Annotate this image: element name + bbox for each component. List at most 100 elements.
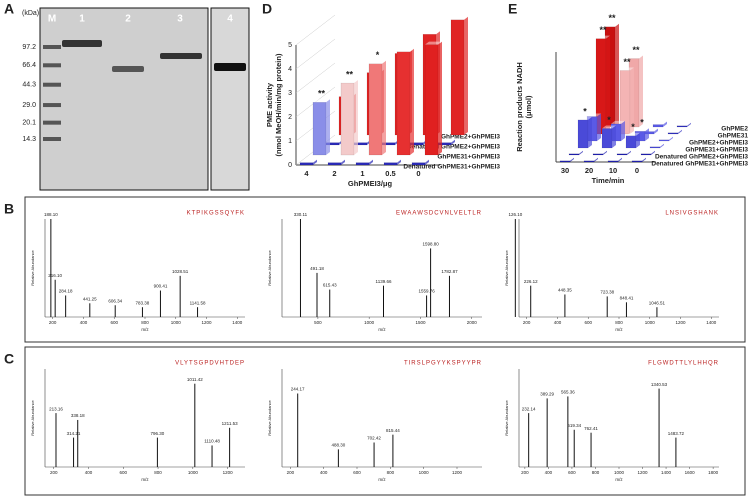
bar-front [327,162,342,166]
x-tick-label: 400 [554,320,562,325]
bar-side [451,139,455,145]
bar-side [660,143,664,148]
bar-top [587,113,601,117]
x-tick-label: 400 [320,470,328,475]
bar [396,48,414,156]
bar-top [356,159,373,163]
bar-front [450,19,465,136]
x-tick-label: 1500 [415,320,426,325]
peak-label: 1211.53 [222,421,238,426]
bar [652,121,667,128]
y-axis-label: (nmol MeOH/min/mg protein) [274,53,283,156]
bar-side [354,80,358,155]
peptide-sequence: TIRSLPGYYKSPYYPR [404,361,482,367]
bar [583,157,598,163]
bar-top [326,139,343,143]
peak-label: 1141.58 [190,300,206,305]
x-tick-label: 1600 [685,470,696,475]
bar-top [412,159,429,163]
peak-label: 565.36 [561,390,575,395]
bar [640,150,655,156]
x-tick-label: 200 [49,320,57,325]
legend-label: Denatured GhPME2+GhPMEI3 [655,154,748,161]
x-axis-label: m/z [141,477,149,482]
bar-side [313,159,317,165]
bar-side [642,157,646,162]
bar [340,80,358,156]
panel-frame [24,196,746,343]
peak-label: 338.18 [71,413,85,418]
x-tick-label: 1200 [452,470,463,475]
x-tick-label: 800 [615,320,623,325]
bar-side [397,159,401,165]
peak-label: 723.38 [600,290,614,295]
legend-label: GhPME2 [721,126,748,133]
x-axis-label: m/z [378,477,386,482]
panel-letter: E [508,1,517,17]
bar-top [620,67,634,71]
bar-top [611,120,625,124]
bar-front [625,135,637,149]
band [112,66,144,72]
bar-front [312,101,327,156]
bar [559,157,574,163]
peak-label: 441.25 [83,296,97,301]
bar-top [626,132,640,136]
peak-label: 1110.48 [204,439,220,444]
bar-side [639,55,643,127]
x-tick-label: 1000 [419,470,430,475]
bar-side [615,23,619,127]
bar-top [668,129,682,133]
y-tick-label: 4 [288,66,292,73]
gel-image [39,7,209,191]
x-tick-label: 1000 [645,320,656,325]
bar [424,41,442,156]
bar [437,139,455,146]
bar [312,99,330,156]
bar-front [340,82,355,156]
bar [601,125,616,149]
grid-line [295,14,336,46]
bar-top [641,150,655,154]
lane-label: M [48,14,56,25]
peak-label: 213.16 [49,406,63,411]
panel-letter: B [4,201,14,217]
bar [676,122,691,128]
peak-label: 1340.53 [651,382,668,387]
x-axis-label: m/z [615,477,623,482]
bar-side [612,125,616,148]
panel-frame [24,346,746,496]
peak-label: 188.10 [44,212,58,217]
peak-label: 1139.66 [376,279,392,284]
x-tick-label: 1800 [708,470,719,475]
bar-front [577,119,589,149]
bar-front [583,160,595,163]
x-tick-label: 1400 [706,320,717,325]
legend-label: GhPME31 [718,133,749,140]
significance-mark: ** [599,25,607,35]
bar-top [560,157,574,161]
bar-side [425,159,429,165]
y-tick-label: 0 [288,162,292,169]
panel-letter: C [4,351,14,367]
x-tick-label: 2 [332,169,336,178]
y-tick-label: 3 [288,90,292,97]
x-tick-label: 800 [592,470,600,475]
grid-line [295,38,336,70]
band [62,40,102,47]
bar-front [396,51,411,156]
peak-label: 848.41 [620,295,634,300]
legend-label: GhPME2+GhPMEI3 [441,134,500,141]
bar-top [653,121,667,125]
significance-mark: ** [632,45,640,55]
bar-side [579,150,583,155]
x-tick-label: 0.5 [385,169,395,178]
peak-label: 330.11 [294,212,308,217]
bar-top [578,116,592,120]
bar [577,116,592,149]
x-tick-label: 1400 [661,470,672,475]
x-tick-label: 1200 [223,470,234,475]
x-tick-label: 1200 [202,320,213,325]
lane-label: 4 [227,14,233,25]
x-tick-label: 600 [568,470,576,475]
